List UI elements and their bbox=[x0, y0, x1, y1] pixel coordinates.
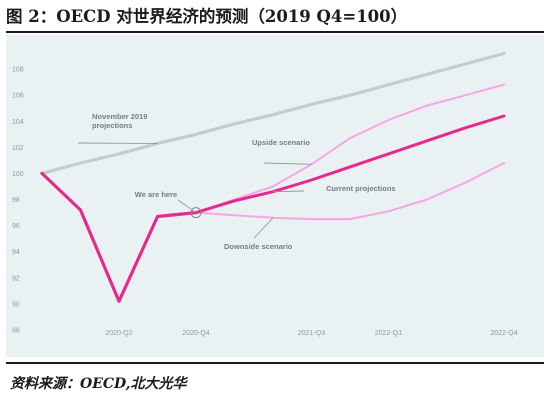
y-tick-label: 102 bbox=[12, 145, 24, 152]
y-tick-label: 90 bbox=[12, 301, 20, 308]
x-tick-label: 2022-Q1 bbox=[375, 330, 402, 337]
we-are-here-marker bbox=[190, 207, 202, 219]
y-tick-label: 100 bbox=[12, 171, 24, 178]
annotation-leader-line bbox=[272, 190, 305, 193]
chart-area: 88 90 92 94 96 98 100 102 104 106 108 2020-Q2 2020-Q… bbox=[6, 35, 544, 357]
annotation-leader-line bbox=[263, 162, 312, 165]
annotation-leader-line bbox=[177, 199, 197, 213]
line-chart: 88 90 92 94 96 98 100 102 104 106 108 2020-Q2 2020-Q… bbox=[12, 51, 518, 337]
annotation-label: November 2019 projections bbox=[92, 112, 147, 130]
source-note: 资料来源：OECD,北大光华 bbox=[10, 376, 187, 392]
annotation-label: Downside scenario bbox=[224, 242, 293, 251]
y-tick-label: 108 bbox=[12, 67, 24, 74]
y-tick-label: 92 bbox=[12, 275, 20, 282]
x-tick-label: 2020-Q4 bbox=[182, 330, 209, 337]
figure-title: 图 2：OECD 对世界经济的预测（2019 Q4=100） bbox=[6, 7, 408, 26]
x-tick-label: 2022-Q4 bbox=[490, 330, 517, 337]
y-tick-label: 96 bbox=[12, 223, 20, 230]
series-line-actual bbox=[40, 171, 198, 303]
y-tick-label: 94 bbox=[12, 249, 20, 256]
series-line-november_2019_projections bbox=[40, 51, 506, 175]
y-tick-label: 88 bbox=[12, 327, 20, 334]
series-line-current_projections bbox=[194, 114, 506, 215]
x-tick-label: 2021-Q3 bbox=[298, 330, 325, 337]
y-tick-label: 104 bbox=[12, 119, 24, 126]
source-rule bbox=[6, 362, 544, 364]
series-line-upside_scenario bbox=[195, 83, 505, 214]
y-tick-label: 106 bbox=[12, 93, 24, 100]
annotation-label: Current projections bbox=[326, 184, 396, 193]
annotation-label: We are here bbox=[135, 190, 177, 199]
annotation-label: Upside scenario bbox=[252, 138, 310, 147]
x-tick-label: 2020-Q2 bbox=[105, 330, 132, 337]
series-line-downside_scenario bbox=[195, 162, 505, 221]
title-rule bbox=[6, 31, 544, 33]
annotation-leader-line bbox=[253, 217, 274, 239]
y-tick-label: 98 bbox=[12, 197, 20, 204]
